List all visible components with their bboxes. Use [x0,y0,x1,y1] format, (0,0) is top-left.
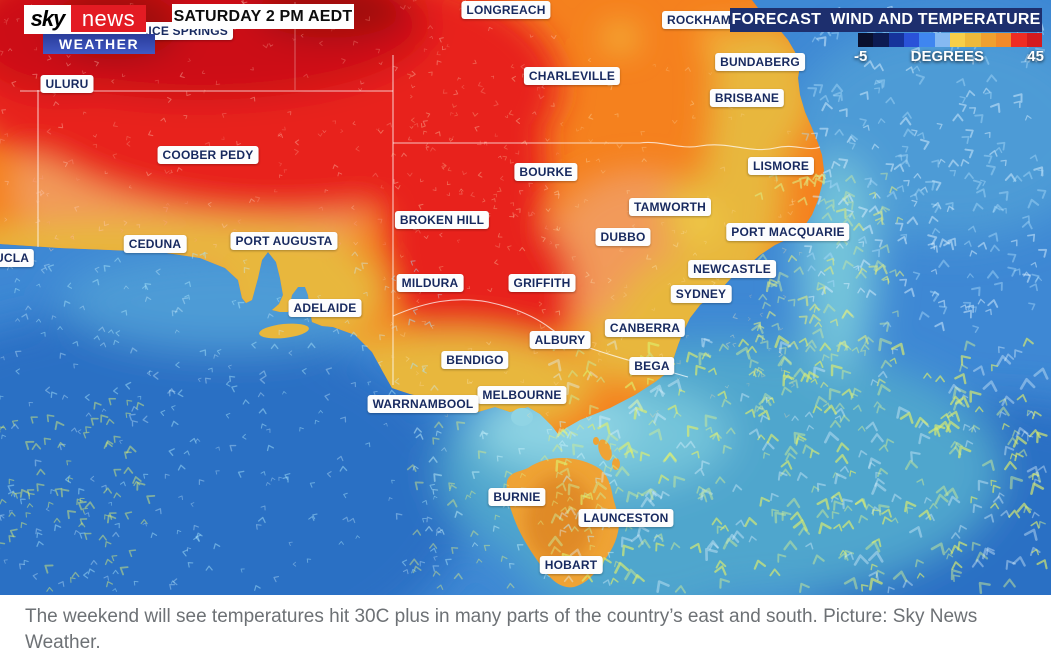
datetime-banner: SATURDAY 2 PM AEDT [172,4,354,29]
city-label-uluru: ULURU [40,75,94,93]
city-label-adelaide: ADELAIDE [288,299,362,317]
city-label-warrnambool: WARRNAMBOOL [367,395,479,413]
scale-segment [949,33,966,47]
scale-segment [888,33,904,47]
city-label-albury: ALBURY [529,331,591,349]
city-label-dubbo: DUBBO [595,228,651,246]
city-labels-layer: ALICE SPRINGS ULURU LONGREACH ROCKHAMPTON CH… [0,1,850,574]
legend-units-label: DEGREES [910,48,984,65]
city-label-mildura: MILDURA [396,274,464,292]
sky-logo-text: sky [24,5,71,32]
scale-segment [873,33,889,47]
scale-segment [934,33,950,47]
city-label-burnie: BURNIE [488,488,546,506]
city-label-port-augusta: PORT AUGUSTA [230,232,338,250]
scale-segment [903,33,920,47]
city-label-eucla: EUCLA [0,249,35,267]
legend-labels: -5 DEGREES 45 [854,48,1044,65]
forecast-map: ALICE SPRINGS ULURU LONGREACH ROCKHAMPTON CH… [0,0,1051,595]
city-label-longreach: LONGREACH [461,1,551,19]
photo-caption: The weekend will see temperatures hit 30… [0,595,1051,656]
city-label-brisbane: BRISBANE [709,89,785,107]
scale-segment [858,33,874,47]
city-label-charleville: CHARLEVILLE [523,67,621,85]
city-label-bendigo: BENDIGO [441,351,509,369]
scale-segment [995,33,1012,47]
city-label-sydney: SYDNEY [670,285,732,303]
city-label-ceduna: CEDUNA [123,235,187,253]
islands-layer [259,323,620,470]
city-label-bundaberg: BUNDABERG [715,53,805,71]
scale-segment [965,33,981,47]
legend-title: FORECAST WIND AND TEMPERATURE [730,8,1042,32]
city-label-bourke: BOURKE [514,163,578,181]
scale-segment [980,33,996,47]
city-label-coober-pedy: COOBER PEDY [157,146,259,164]
city-label-broken-hill: BROKEN HILL [394,211,490,229]
city-label-canberra: CANBERRA [604,319,686,337]
city-label-lismore: LISMORE [747,157,815,175]
city-label-newcastle: NEWCASTLE [688,260,776,278]
news-logo-text: news [71,5,146,32]
sky-news-weather-logo: sky news WEATHER [24,5,155,54]
city-label-bega: BEGA [629,357,675,375]
legend-min-label: -5 [854,48,868,65]
city-label-launceston: LAUNCESTON [578,509,674,527]
city-label-griffith: GRIFFITH [508,274,576,292]
legend: FORECAST WIND AND TEMPERATURE -5 DEGREES… [730,8,1044,65]
city-label-melbourne: MELBOURNE [477,386,567,404]
temperature-color-scale [858,33,1042,47]
wind-particles [0,0,1049,595]
scale-segment [919,33,935,47]
city-label-hobart: HOBART [539,556,603,574]
scale-segment [1011,33,1027,47]
city-label-port-macquarie: PORT MACQUARIE [726,223,850,241]
weather-banner: WEATHER [43,34,155,54]
city-label-tamworth: TAMWORTH [628,198,712,216]
scale-segment [1026,33,1042,47]
legend-max-label: 45 [1027,48,1044,65]
